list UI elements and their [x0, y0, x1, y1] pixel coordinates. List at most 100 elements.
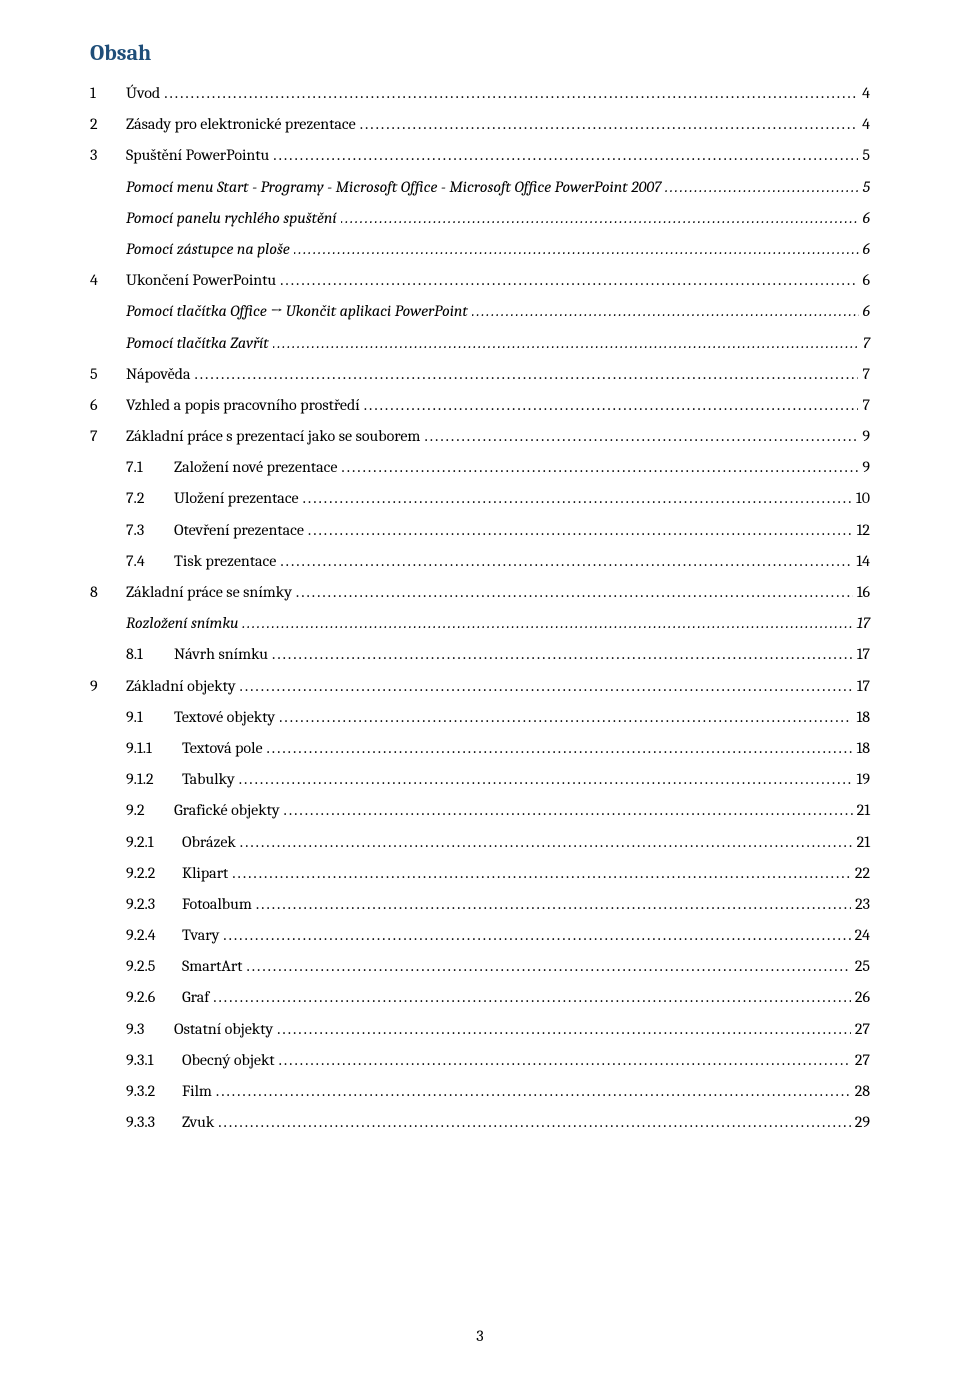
toc-entry-page: 16	[853, 577, 870, 608]
toc-leader-dots	[280, 265, 858, 296]
toc-entry-page: 17	[853, 608, 870, 639]
toc-leader-dots	[256, 889, 851, 920]
toc-entry[interactable]: 9.2Grafické objekty 21	[90, 795, 870, 826]
toc-leader-dots	[284, 795, 853, 826]
toc-entry-text: Fotoalbum	[182, 889, 256, 920]
toc-entry-number: 9.1	[126, 702, 174, 733]
toc-entry-number: 9.2.4	[126, 920, 182, 951]
toc-entry-text: Textové objekty	[174, 702, 279, 733]
toc-entry-page: 18	[852, 702, 870, 733]
toc-entry-page: 17	[853, 671, 870, 702]
toc-entry-page: 9	[858, 452, 870, 483]
page-number: 3	[0, 1327, 960, 1345]
toc-entry[interactable]: 7.3Otevření prezentace12	[90, 515, 870, 546]
toc-entry[interactable]: Pomocí tlačítka Office → Ukončit aplikac…	[90, 296, 870, 327]
toc-entry[interactable]: 9.1.2Tabulky19	[90, 764, 870, 795]
toc-entry-page: 23	[851, 889, 870, 920]
toc-leader-dots	[303, 483, 852, 514]
toc-entry-number: 9.3.3	[126, 1107, 182, 1138]
toc-entry[interactable]: 9.2.3Fotoalbum23	[90, 889, 870, 920]
toc-entry[interactable]: 8Základní práce se snímky 16	[90, 577, 870, 608]
toc-leader-dots	[360, 109, 858, 140]
toc-entry-page: 18	[852, 733, 870, 764]
toc-entry-page: 6	[858, 265, 870, 296]
toc-entry[interactable]: Pomocí menu Start - Programy - Microsoft…	[90, 172, 870, 203]
toc-entry-page: 7	[859, 328, 870, 359]
toc-entry[interactable]: Pomocí zástupce na ploše6	[90, 234, 870, 265]
toc-entry[interactable]: 4Ukončení PowerPointu 6	[90, 265, 870, 296]
toc-entry[interactable]: 7.2Uložení prezentace10	[90, 483, 870, 514]
toc-entry-page: 21	[853, 795, 870, 826]
toc-entry-number: 6	[90, 390, 126, 421]
toc-entry-number: 7.4	[126, 546, 174, 577]
toc-entry-number: 7.1	[126, 452, 174, 483]
toc-entry[interactable]: 9.2.1Obrázek 21	[90, 827, 870, 858]
toc-entry-text: Zásady pro elektronické prezentace	[126, 109, 360, 140]
toc-title: Obsah	[90, 40, 870, 66]
toc-entry[interactable]: 1Úvod4	[90, 78, 870, 109]
toc-entry[interactable]: 9.3.1Obecný objekt 27	[90, 1045, 870, 1076]
toc-entry-text: Základní práce se snímky	[126, 577, 296, 608]
toc-entry[interactable]: 9.1.1Textová pole18	[90, 733, 870, 764]
toc-entry-text: Film	[182, 1076, 216, 1107]
toc-leader-dots	[240, 827, 853, 858]
toc-leader-dots	[665, 172, 858, 203]
toc-entry[interactable]: 8.1Návrh snímku17	[90, 639, 870, 670]
toc-entry-text: Pomocí panelu rychlého spuštění	[126, 203, 341, 234]
toc-leader-dots	[194, 359, 858, 390]
toc-entry-page: 26	[851, 982, 870, 1013]
toc-entry[interactable]: 7Základní práce s prezentací jako se sou…	[90, 421, 870, 452]
toc-entry[interactable]: 9.1Textové objekty 18	[90, 702, 870, 733]
toc-entry-text: Nápověda	[126, 359, 194, 390]
toc-entry-page: 27	[851, 1045, 870, 1076]
toc-entry[interactable]: 9.3.2Film 28	[90, 1076, 870, 1107]
toc-leader-dots	[472, 296, 859, 327]
toc-entry[interactable]: 9.3Ostatní objekty27	[90, 1014, 870, 1045]
toc-entry-text: Ukončení PowerPointu	[126, 265, 280, 296]
toc-entry[interactable]: 9.3.3Zvuk29	[90, 1107, 870, 1138]
toc-entry-number: 2	[90, 109, 126, 140]
toc-entry-number: 9.2.2	[126, 858, 182, 889]
toc-entry-text: Obrázek	[182, 827, 240, 858]
toc-entry-text: Obecný objekt	[182, 1045, 279, 1076]
toc-entry[interactable]: Rozložení snímku17	[90, 608, 870, 639]
toc-entry-text: Základní objekty	[126, 671, 240, 702]
toc-entry[interactable]: 6Vzhled a popis pracovního prostředí7	[90, 390, 870, 421]
toc-entry[interactable]: 9.2.4Tvary24	[90, 920, 870, 951]
toc-entry-page: 28	[851, 1076, 870, 1107]
toc-entry[interactable]: Pomocí panelu rychlého spuštění6	[90, 203, 870, 234]
toc-entry-page: 29	[851, 1107, 870, 1138]
toc-entry[interactable]: 7.4Tisk prezentace14	[90, 546, 870, 577]
toc-entry-page: 6	[859, 296, 870, 327]
toc-entry-page: 21	[853, 827, 870, 858]
toc-entry-number: 1	[90, 78, 126, 109]
toc-entry[interactable]: 7.1Založení nové prezentace9	[90, 452, 870, 483]
toc-entry-number: 9.3.1	[126, 1045, 182, 1076]
toc-entry-number: 9.1.2	[126, 764, 182, 795]
toc-entry[interactable]: 9.2.5SmartArt25	[90, 951, 870, 982]
toc-entry-number: 9.3.2	[126, 1076, 182, 1107]
toc-leader-dots	[246, 951, 850, 982]
toc-entry-page: 4	[858, 109, 870, 140]
toc-entry-number: 9.2.1	[126, 827, 182, 858]
toc-leader-dots	[424, 421, 858, 452]
toc-entry[interactable]: 9Základní objekty17	[90, 671, 870, 702]
toc-entry-text: Grafické objekty	[174, 795, 284, 826]
toc-entry-page: 25	[851, 951, 870, 982]
toc-entry[interactable]: Pomocí tlačítka Zavřít7	[90, 328, 870, 359]
toc-entry[interactable]: 2Zásady pro elektronické prezentace 4	[90, 109, 870, 140]
toc-entry[interactable]: 5Nápověda7	[90, 359, 870, 390]
toc-entry-text: Pomocí tlačítka Office → Ukončit aplikac…	[126, 296, 472, 327]
toc-entry[interactable]: 3Spuštění PowerPointu5	[90, 140, 870, 171]
toc-entry[interactable]: 9.2.2Klipart22	[90, 858, 870, 889]
toc-entry-number: 9.2	[126, 795, 174, 826]
toc-entry-page: 19	[853, 764, 870, 795]
toc-entry[interactable]: 9.2.6Graf26	[90, 982, 870, 1013]
toc-leader-dots	[280, 546, 852, 577]
toc-entry-number: 9.3	[126, 1014, 174, 1045]
toc-entry-number: 9.1.1	[126, 733, 182, 764]
toc-leader-dots	[164, 78, 858, 109]
toc-entry-number: 4	[90, 265, 126, 296]
toc-entry-page: 6	[859, 234, 870, 265]
toc-entry-number: 8	[90, 577, 126, 608]
